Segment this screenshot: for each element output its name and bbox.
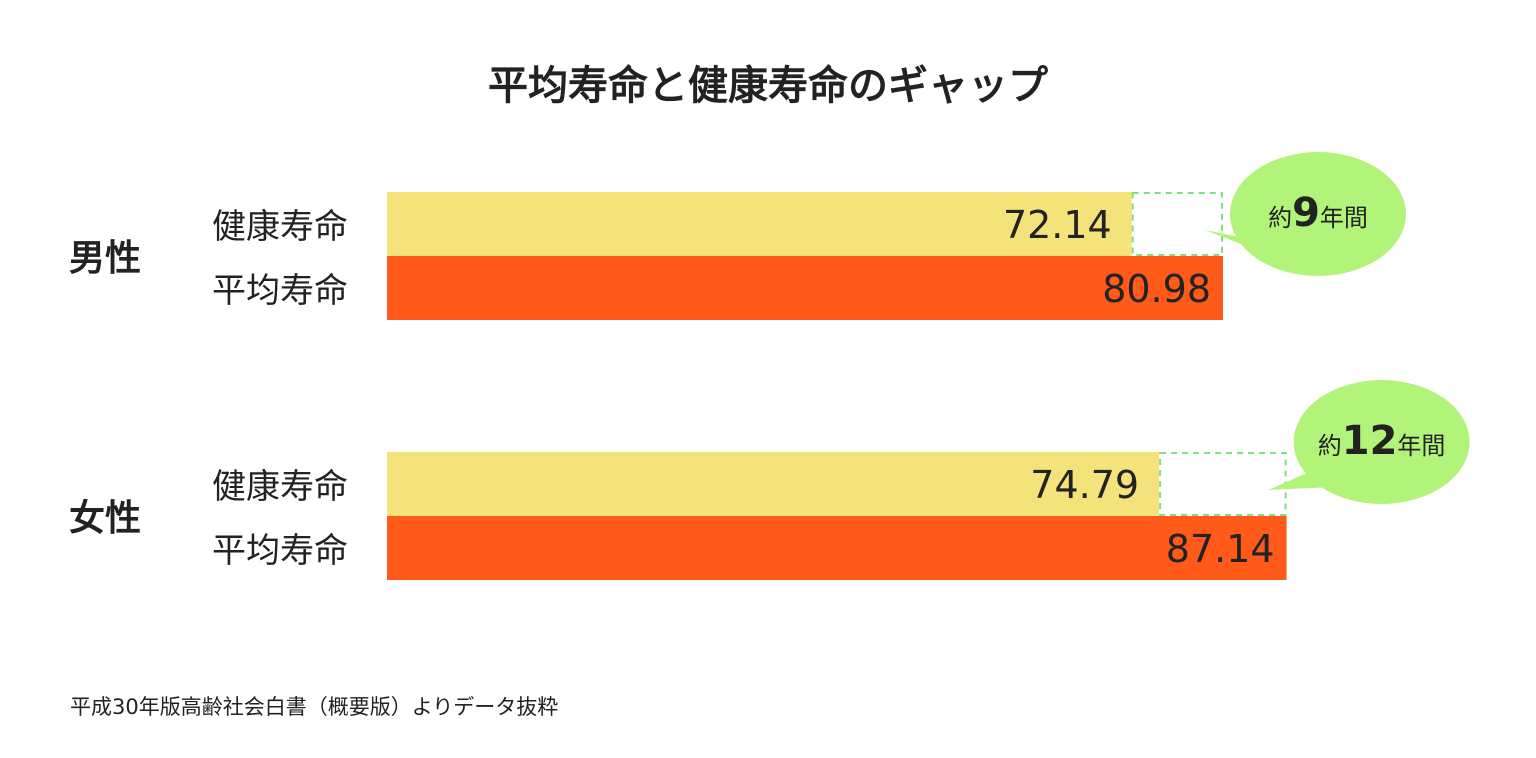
chart-title: 平均寿命と健康寿命のギャップ xyxy=(488,63,1048,109)
bar-label-healthy: 健康寿命 xyxy=(212,207,348,247)
bar-label-life: 平均寿命 xyxy=(212,271,348,311)
healthy-bar xyxy=(387,192,1132,256)
gap-outline xyxy=(1159,452,1287,516)
group-label: 男性 xyxy=(69,238,141,279)
gap-outline xyxy=(1131,192,1224,256)
bar-label-healthy: 健康寿命 xyxy=(212,467,348,507)
healthy-value-label: 72.14 xyxy=(1003,203,1112,247)
group-label: 女性 xyxy=(69,498,141,539)
gap-label: 約9年間 xyxy=(1268,190,1368,236)
healthy-value-label: 74.79 xyxy=(1030,463,1139,507)
gap-bubble xyxy=(1230,152,1406,276)
gap-label: 約12年間 xyxy=(1318,418,1446,464)
life-value-label: 80.98 xyxy=(1102,267,1211,311)
life-value-label: 87.14 xyxy=(1166,527,1275,571)
bar-label-life: 平均寿命 xyxy=(212,531,348,571)
life-bar xyxy=(387,516,1287,580)
life-bar xyxy=(387,256,1223,320)
healthy-bar xyxy=(387,452,1160,516)
source-note: 平成30年版高齢社会白書（概要版）よりデータ抜粋 xyxy=(70,695,559,719)
gap-bubble xyxy=(1293,380,1470,504)
